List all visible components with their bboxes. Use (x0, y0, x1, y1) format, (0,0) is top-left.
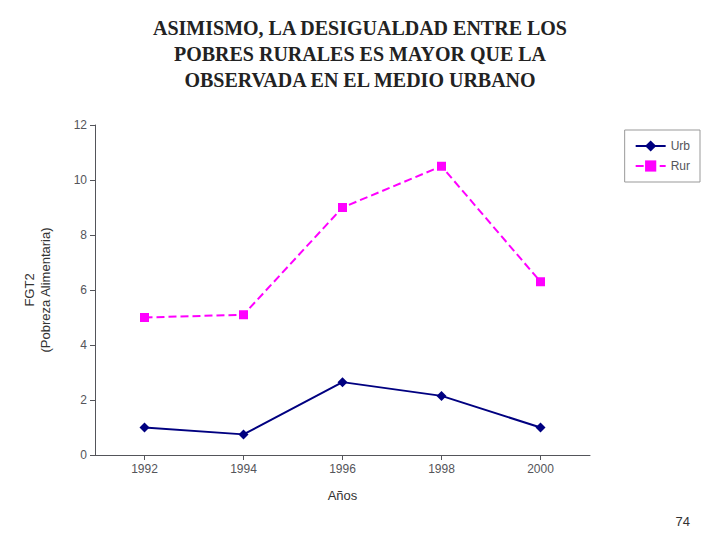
svg-text:1992: 1992 (131, 462, 158, 476)
svg-text:12: 12 (74, 118, 88, 132)
svg-text:FGT2: FGT2 (22, 273, 37, 306)
svg-text:Años: Años (328, 488, 358, 503)
svg-text:74: 74 (676, 514, 690, 529)
svg-text:Urb: Urb (671, 139, 691, 153)
svg-text:1994: 1994 (230, 462, 257, 476)
svg-text:Rur: Rur (671, 159, 690, 173)
svg-text:ASIMISMO, LA DESIGUALDAD ENTRE: ASIMISMO, LA DESIGUALDAD ENTRE LOS (153, 17, 567, 39)
svg-text:10: 10 (74, 173, 88, 187)
svg-text:2: 2 (80, 393, 87, 407)
svg-text:0: 0 (80, 448, 87, 462)
svg-text:4: 4 (80, 338, 87, 352)
svg-text:2000: 2000 (527, 462, 554, 476)
svg-text:6: 6 (80, 283, 87, 297)
svg-text:OBSERVADA EN EL MEDIO URBANO: OBSERVADA EN EL MEDIO URBANO (184, 69, 535, 91)
svg-text:1998: 1998 (428, 462, 455, 476)
svg-text:(Pobreza Alimentaria): (Pobreza Alimentaria) (38, 228, 53, 353)
svg-text:8: 8 (80, 228, 87, 242)
svg-text:POBRES RURALES ES MAYOR QUE LA: POBRES RURALES ES MAYOR QUE LA (174, 43, 547, 65)
svg-text:1996: 1996 (329, 462, 356, 476)
